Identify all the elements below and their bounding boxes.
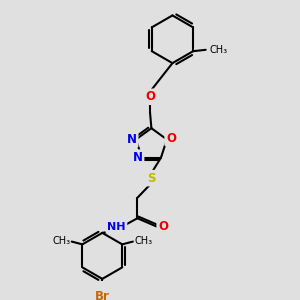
Text: Br: Br	[95, 290, 110, 300]
Text: N: N	[127, 133, 137, 146]
Text: CH₃: CH₃	[210, 45, 228, 55]
Text: NH: NH	[107, 222, 126, 232]
Text: S: S	[147, 172, 156, 185]
Text: O: O	[166, 132, 176, 145]
Text: O: O	[145, 90, 155, 103]
Text: O: O	[158, 220, 168, 233]
Text: N: N	[133, 151, 142, 164]
Text: CH₃: CH₃	[52, 236, 70, 246]
Text: CH₃: CH₃	[134, 236, 152, 246]
